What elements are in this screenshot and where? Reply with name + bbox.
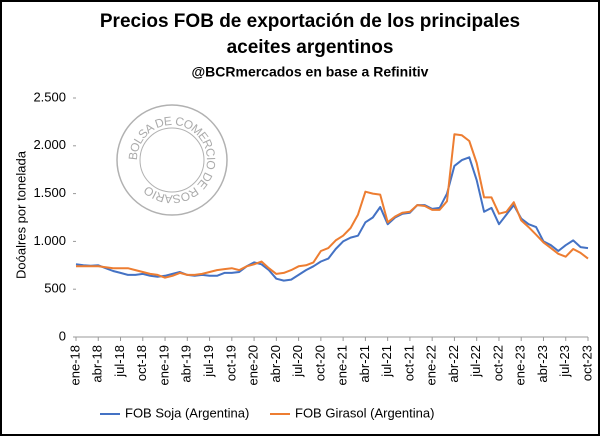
x-tick-label: jul-23 (557, 345, 572, 378)
y-tick-label: 2.500 (33, 89, 66, 104)
y-tick-label: 0 (59, 328, 66, 343)
chart-title: Precios FOB de exportación de los princi… (100, 11, 520, 32)
x-tick-label: oct-20 (312, 345, 327, 381)
x-tick-label: abr-19 (179, 345, 194, 383)
y-axis-label: Doóalres por tonelada (13, 150, 28, 279)
x-tick-label: abr-21 (357, 345, 372, 383)
chart-subtitle: @BCRmercados en base a Refinitiv (192, 64, 429, 80)
legend-label: FOB Girasol (Argentina) (295, 405, 434, 420)
x-tick-label: oct-21 (401, 345, 416, 381)
line-series (76, 133, 589, 279)
legend-label: FOB Soja (Argentina) (125, 405, 249, 420)
x-tick-label: abr-18 (90, 345, 105, 383)
y-tick-label: 500 (44, 281, 66, 296)
x-tick-label: oct-23 (579, 345, 594, 381)
x-tick-label: oct-22 (490, 345, 505, 381)
x-tick-label: ene-18 (67, 345, 82, 385)
y-tick-label: 1.500 (33, 185, 66, 200)
x-tick-label: jul-20 (290, 345, 305, 378)
x-tick-label: jul-18 (112, 345, 127, 378)
x-tick-label: jul-22 (468, 345, 483, 378)
x-tick-label: ene-22 (424, 345, 439, 385)
y-tick-label: 1.000 (33, 233, 66, 248)
x-tick-label: jul-21 (379, 345, 394, 378)
x-tick-label: abr-23 (535, 345, 550, 383)
x-tick-label: abr-20 (268, 345, 283, 383)
x-tick-label: abr-22 (446, 345, 461, 383)
x-tick-label: jul-19 (201, 345, 216, 378)
y-tick-label: 2.000 (33, 137, 66, 152)
x-tick-label: ene-21 (335, 345, 350, 385)
x-tick-label: ene-19 (156, 345, 171, 385)
x-tick-label: ene-20 (246, 345, 261, 385)
watermark-ring (139, 127, 205, 193)
x-tick-label: oct-18 (134, 345, 149, 381)
x-tick-label: oct-19 (223, 345, 238, 381)
watermark-ring (116, 104, 228, 216)
chart-title: aceites argentinos (227, 37, 394, 58)
x-tick-label: ene-23 (513, 345, 528, 385)
